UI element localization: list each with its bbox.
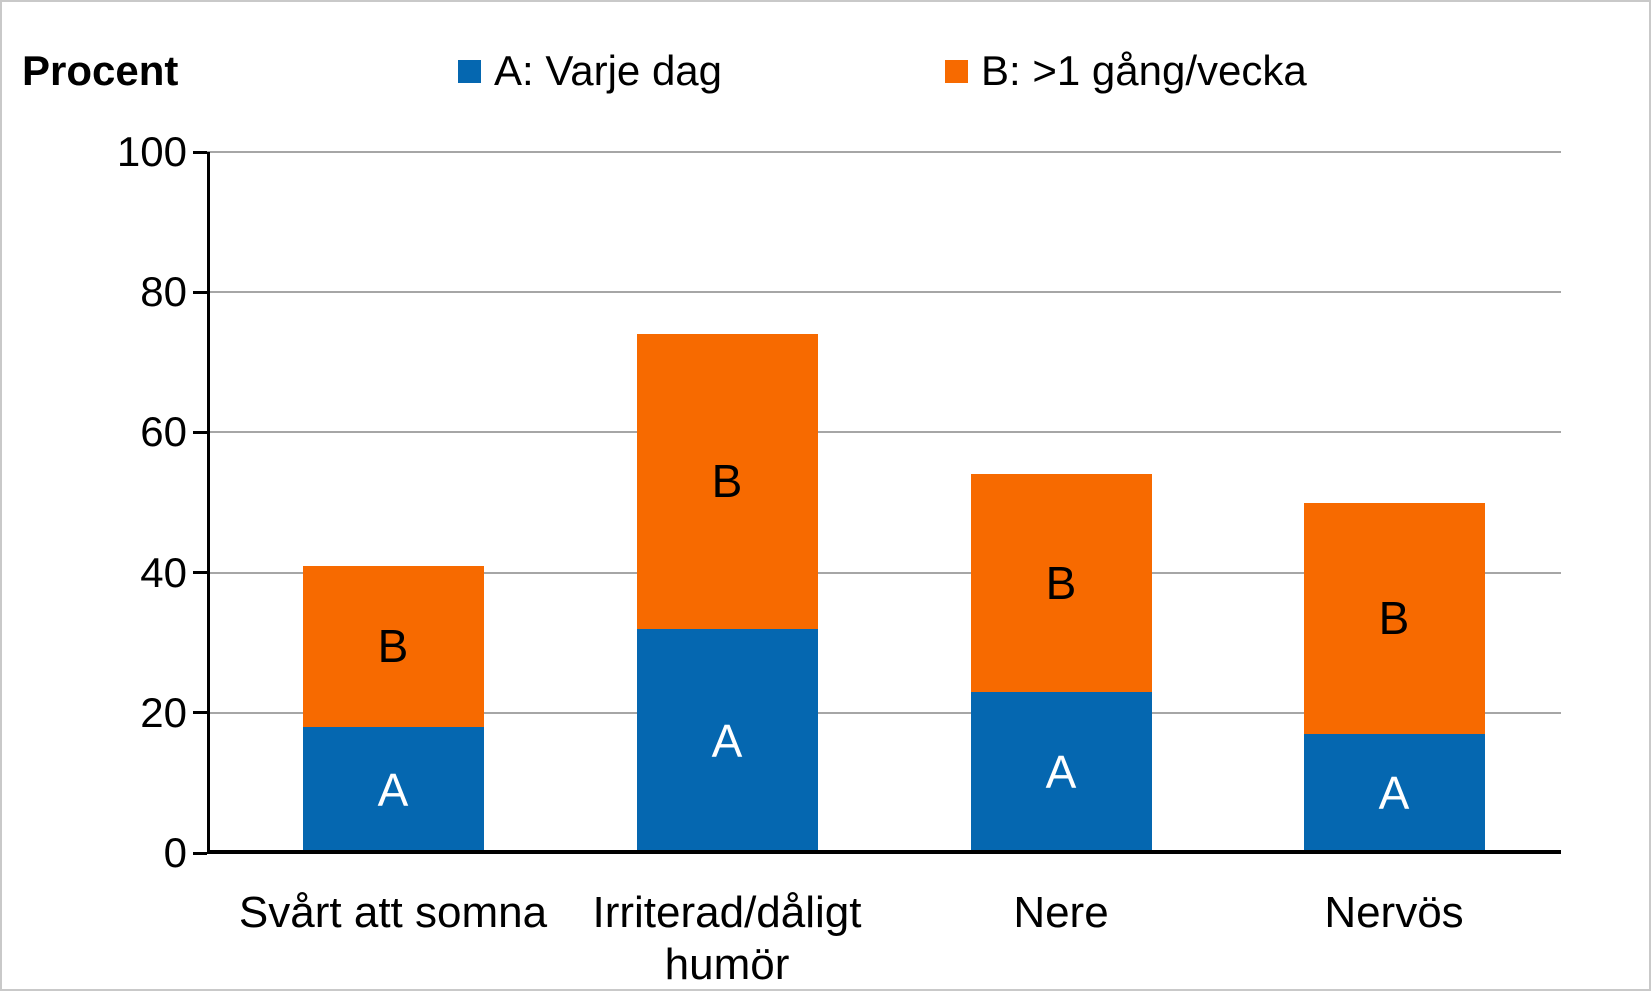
bar-segment-b-irriterad-daligt-humor: B <box>636 334 818 629</box>
bar-value-label: B <box>711 455 743 508</box>
bar-value-label: A <box>377 763 409 816</box>
gridline <box>207 711 1561 714</box>
bar-segment-b-nervos: B <box>1303 502 1485 734</box>
bar-value-label: B <box>1378 592 1410 645</box>
y-axis-tick <box>193 430 207 434</box>
gridline <box>207 431 1561 434</box>
y-tick-label: 60 <box>140 408 187 456</box>
gridline <box>207 291 1561 294</box>
y-tick-label: 20 <box>140 688 187 736</box>
bar-value-label: B <box>377 620 409 673</box>
bar-segment-a-irriterad-daligt-humor: A <box>636 628 818 853</box>
gridline <box>207 151 1561 153</box>
legend-label-varje-dag: A: Varje dag <box>494 47 723 94</box>
y-axis-tick <box>193 290 207 294</box>
y-axis-tick <box>193 571 207 575</box>
bar-value-label: A <box>1378 767 1410 820</box>
y-tick-label: 100 <box>116 128 187 175</box>
y-tick-label: 80 <box>140 268 187 316</box>
bar-segment-b-svart-att-somna: B <box>302 565 484 727</box>
y-axis-title: Procent <box>22 47 179 94</box>
legend-item-varje-dag: A: Varje dag <box>458 46 722 96</box>
bar-value-label: B <box>1045 557 1077 610</box>
legend-label-gang-vecka: B: >1 gång/vecka <box>981 47 1307 94</box>
x-category-label-irriterad-daligt-humor: Irriterad/dåligt humör <box>592 888 862 989</box>
legend-swatch-blue-icon <box>458 59 481 83</box>
bar-segment-b-nere: B <box>970 474 1152 692</box>
x-category-label-nervos: Nervös <box>1324 888 1464 937</box>
x-axis-line <box>207 850 1561 854</box>
x-category-label-nere: Nere <box>1013 888 1109 937</box>
bar-segment-a-nervos: A <box>1303 733 1485 853</box>
bar-value-label: A <box>711 714 743 767</box>
bar-value-label: A <box>1045 746 1077 799</box>
y-axis-line <box>207 152 210 853</box>
legend-item-gang-vecka: B: >1 gång/vecka <box>945 46 1307 96</box>
bar-segment-a-svart-att-somna: A <box>302 726 484 853</box>
y-axis-tick <box>193 150 207 154</box>
x-category-label-svart-att-somna: Svårt att somna <box>238 888 548 937</box>
y-axis-tick <box>193 711 207 715</box>
gridline <box>207 571 1561 574</box>
bar-segment-a-nere: A <box>970 691 1152 853</box>
y-tick-label: 40 <box>140 548 187 596</box>
legend-swatch-orange-icon <box>945 59 968 83</box>
y-axis-tick <box>193 851 207 855</box>
y-tick-label: 0 <box>163 829 187 876</box>
